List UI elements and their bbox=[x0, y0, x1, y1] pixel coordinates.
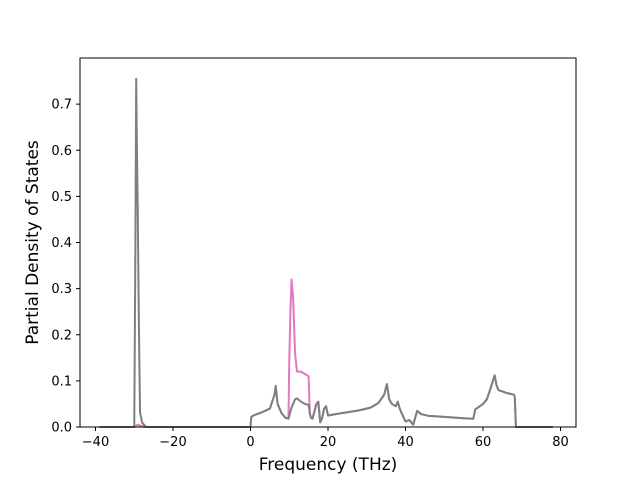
x-tick-label: −40 bbox=[82, 435, 109, 450]
x-tick-label: 60 bbox=[475, 435, 492, 450]
x-axis-label: Frequency (THz) bbox=[259, 455, 398, 475]
y-tick-label: 0.0 bbox=[51, 421, 72, 436]
y-tick-label: 0.7 bbox=[51, 98, 72, 113]
x-tick-label: 40 bbox=[397, 435, 414, 450]
x-tick-label: 20 bbox=[320, 435, 337, 450]
y-tick-label: 0.6 bbox=[51, 144, 72, 159]
x-axis-ticks: −40 −20 0 20 40 60 80 bbox=[82, 427, 569, 450]
y-axis-ticks: 0.0 0.1 0.2 0.3 0.4 0.5 0.6 0.7 bbox=[51, 98, 80, 436]
x-tick-label: −20 bbox=[159, 435, 186, 450]
y-axis-label: Partial Density of States bbox=[23, 140, 43, 345]
x-tick-label: 0 bbox=[246, 435, 254, 450]
series-line-1 bbox=[99, 77, 553, 428]
x-tick-label: 80 bbox=[552, 435, 569, 450]
plot-area bbox=[99, 77, 553, 428]
y-tick-label: 0.4 bbox=[51, 236, 72, 251]
y-tick-label: 0.1 bbox=[51, 374, 72, 389]
series-line-0 bbox=[99, 278, 553, 428]
y-tick-label: 0.3 bbox=[51, 282, 72, 297]
y-tick-label: 0.5 bbox=[51, 190, 72, 205]
y-tick-label: 0.2 bbox=[51, 328, 72, 343]
axes-frame bbox=[79, 57, 577, 428]
